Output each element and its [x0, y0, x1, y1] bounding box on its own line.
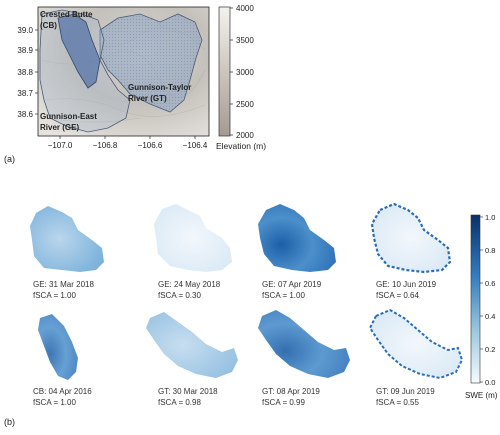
x-tick-label: −106.4: [183, 141, 208, 150]
y-tick-label: 38.8: [17, 68, 33, 77]
region-gt-label-2: River (GT): [128, 94, 167, 103]
swe-tick-label: 1.0: [485, 213, 495, 222]
map-caption-fsca: fSCA = 0.55: [376, 398, 419, 407]
map-caption-fsca: fSCA = 0.98: [158, 398, 201, 407]
panel-a-x-axis: −107.0 −106.8 −106.6 −106.4: [48, 136, 208, 150]
x-tick-label: −106.6: [138, 141, 163, 150]
map-caption-date: CB: 04 Apr 2016: [33, 387, 92, 396]
swe-map-gt-2019-06-09: [368, 308, 464, 380]
swe-colorbar-ticks: 1.0 0.8 0.6 0.4 0.2 0.0: [480, 213, 495, 387]
x-tick-label: −106.8: [93, 141, 118, 150]
swe-tick-label: 0.2: [485, 345, 495, 354]
swe-colorbar: [470, 214, 481, 384]
map-caption-date: GE: 24 May 2018: [158, 280, 221, 289]
swe-map-ge-2019-04-07: [258, 204, 336, 272]
region-gt-label-1: Gunnison-Taylor: [128, 83, 191, 92]
region-gt-outline: [99, 13, 203, 113]
y-tick-label: 38.7: [17, 89, 33, 98]
elevation-colorbar-label: Elevation (m): [216, 141, 266, 151]
swe-tick-label: 0.4: [485, 312, 495, 321]
map-caption-date: GT: 08 Apr 2019: [262, 387, 320, 396]
map-caption-date: GE: 31 Mar 2018: [33, 280, 94, 289]
panel-a: Crested Butte (CB) Gunnison-Taylor River…: [4, 4, 266, 164]
region-cb-outline: [57, 13, 101, 89]
swe-map-gt-2019-04-08: [258, 310, 350, 378]
y-tick-label: 38.9: [17, 46, 33, 55]
colorbar-tick-label: 3500: [236, 36, 254, 45]
map-caption-fsca: fSCA = 1.00: [262, 291, 305, 300]
swe-tick-label: 0.0: [485, 378, 495, 387]
colorbar-tick-label: 3000: [236, 68, 254, 77]
colorbar-tick-label: 2000: [236, 131, 254, 140]
swe-map-ge-2019-06-10: [370, 202, 452, 274]
colorbar-tick-label: 2500: [236, 100, 254, 109]
map-caption-fsca: fSCA = 0.30: [158, 291, 201, 300]
swe-tick-label: 0.6: [485, 279, 495, 288]
swe-colorbar-label: SWE (m): [465, 391, 498, 400]
colorbar-tick-label: 4000: [236, 4, 254, 13]
map-caption-date: GE: 10 Jun 2019: [376, 280, 437, 289]
panel-b-label: (b): [4, 417, 15, 427]
elevation-colorbar: [218, 6, 231, 137]
map-caption-date: GT: 09 Jun 2019: [376, 387, 435, 396]
map-caption-date: GE: 07 Apr 2019: [262, 280, 322, 289]
swe-map-ge-2018-03-31: [30, 206, 104, 272]
x-tick-label: −107.0: [48, 141, 73, 150]
map-caption-fsca: fSCA = 1.00: [33, 291, 76, 300]
swe-map-ge-2018-05-24: [154, 204, 232, 272]
map-caption-fsca: fSCA = 0.64: [376, 291, 419, 300]
panel-b: GE: 31 Mar 2018 fSCA = 1.00 GE: 24 May 2…: [4, 202, 498, 427]
region-ge-label-1: Gunnison-East: [40, 112, 97, 121]
y-tick-label: 38.6: [17, 110, 33, 119]
map-caption-fsca: fSCA = 1.00: [33, 398, 76, 407]
swe-map-gt-2018-03-30: [146, 312, 238, 378]
region-cb-label-2: (CB): [40, 21, 57, 30]
swe-tick-label: 0.8: [485, 246, 495, 255]
swe-map-cb-2016-04-04: [38, 314, 78, 380]
panel-a-label: (a): [4, 154, 15, 164]
y-tick-label: 39.0: [17, 26, 33, 35]
map-caption-fsca: fSCA = 0.99: [262, 398, 305, 407]
region-ge-label-2: River (GE): [40, 123, 79, 132]
panel-a-y-axis: 39.0 38.9 38.8 38.7 38.6: [17, 26, 38, 119]
region-cb-label-1: Crested Butte: [40, 10, 93, 19]
map-caption-date: GT: 30 Mar 2018: [158, 387, 218, 396]
elevation-colorbar-ticks: 4000 3500 3000 2500 2000: [230, 4, 254, 140]
